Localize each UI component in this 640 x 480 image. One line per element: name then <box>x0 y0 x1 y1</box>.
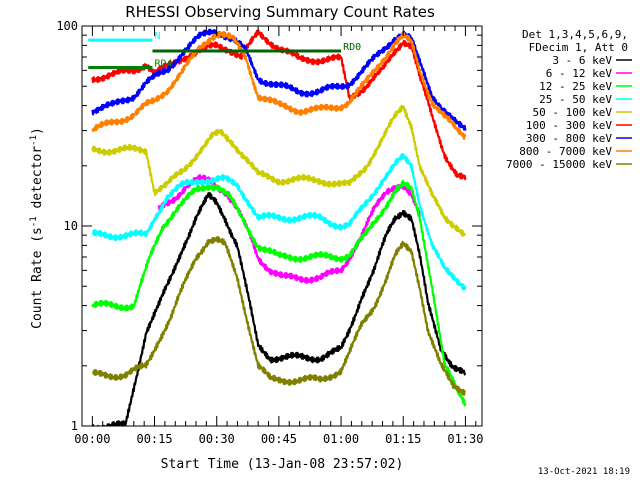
series-line <box>91 29 467 181</box>
marker-layer: N RD0 RD4 <box>88 31 361 70</box>
y-tick-label: 10 <box>64 219 78 233</box>
legend-entry-label: 25 - 50 keV <box>539 93 612 106</box>
legend: Det 1,3,4,5,6,9, FDecim 1, Att 0 3 - 6 k… <box>506 28 632 171</box>
x-tick-label: 00:45 <box>261 432 297 446</box>
x-tick-label: 01:30 <box>447 432 483 446</box>
legend-entry-label: 100 - 300 keV <box>526 119 612 132</box>
x-tick-label: 00:15 <box>136 432 172 446</box>
legend-header-line-1: Det 1,3,4,5,6,9, <box>522 28 628 41</box>
series-line <box>92 235 467 396</box>
generation-timestamp: 13-Oct-2021 18:19 <box>538 467 630 477</box>
series-line <box>91 30 467 140</box>
x-tick-label: 01:00 <box>323 432 359 446</box>
mode-marker-label: RD0 <box>343 42 361 53</box>
legend-entry-label: 300 - 800 keV <box>526 132 612 145</box>
y-tick-label: 100 <box>56 19 78 33</box>
legend-entry-label: 12 - 25 keV <box>539 80 612 93</box>
series-line <box>91 192 467 426</box>
legend-entry-label: 6 - 12 keV <box>546 67 613 80</box>
series-line <box>91 153 467 291</box>
legend-header-line-2: FDecim 1, Att 0 <box>529 41 628 54</box>
chart-title: RHESSI Observing Summary Count Rates <box>125 3 435 21</box>
legend-entry-label: 7000 - 15000 keV <box>506 158 612 171</box>
x-tick-label: 01:15 <box>385 432 421 446</box>
x-axis-label: Start Time (13-Jan-08 23:57:02) <box>161 457 404 472</box>
mode-marker-label: N <box>154 31 160 42</box>
series-line <box>91 104 467 237</box>
series-layer <box>91 28 467 426</box>
x-tick-label: 00:00 <box>74 432 110 446</box>
y-tick-label: 1 <box>71 419 78 433</box>
series-line <box>157 174 421 284</box>
y-axis: 1 10 100 <box>56 19 482 433</box>
x-tick-label: 00:30 <box>199 432 235 446</box>
series-line <box>91 179 467 407</box>
x-axis: 00:00 00:15 00:30 00:45 01:00 01:15 01:30 <box>74 26 483 446</box>
legend-entry-label: 3 - 6 keV <box>552 54 612 67</box>
legend-entry-label: 800 - 7000 keV <box>519 145 612 158</box>
legend-entry-label: 50 - 100 keV <box>533 106 613 119</box>
mode-marker-label: RD4 <box>154 59 172 70</box>
y-axis-label: Count Rate (s-1 detector-1) <box>29 127 45 329</box>
